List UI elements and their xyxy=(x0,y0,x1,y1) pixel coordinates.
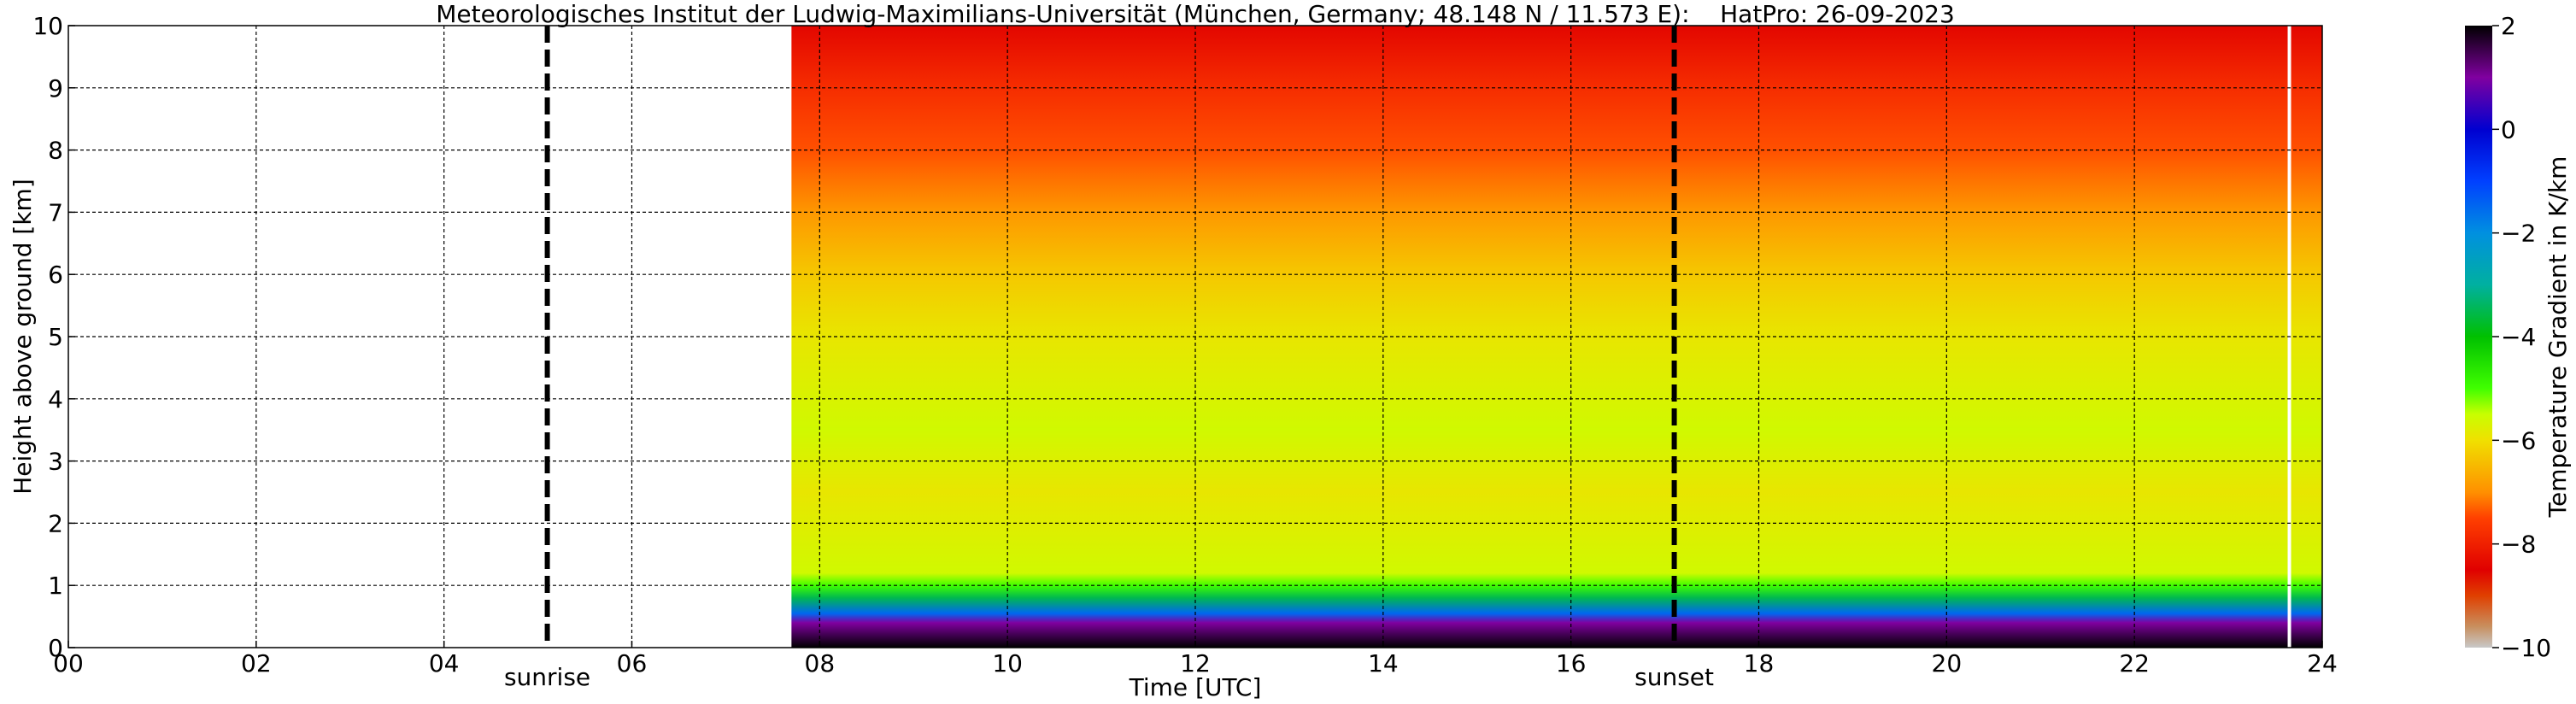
x-tick-label: 02 xyxy=(241,649,272,678)
marker-label-sunrise: sunrise xyxy=(504,663,590,691)
x-tick-label: 16 xyxy=(1556,649,1587,678)
x-axis-ticks: 00 02 04 06 08 10 12 14 16 18 20 22 24 xyxy=(53,641,2338,678)
x-tick-label: 22 xyxy=(2119,649,2150,678)
y-axis-ticks: 0 1 2 3 4 5 6 7 8 9 10 xyxy=(32,12,75,662)
grid-lines xyxy=(68,26,2322,648)
x-tick-label: 20 xyxy=(1932,649,1963,678)
x-tick-label: 10 xyxy=(992,649,1023,678)
chart-title: Meteorologisches Institut der Ludwig-Max… xyxy=(436,0,1955,28)
colorbar-tick-label: −4 xyxy=(2501,323,2536,351)
x-tick-label: 14 xyxy=(1368,649,1399,678)
colorbar-tick-label: −10 xyxy=(2501,634,2551,662)
colorbar-ticks: 2 0 −2 −4 −6 −8 −10 xyxy=(2492,12,2551,662)
x-tick-label: 04 xyxy=(429,649,460,678)
y-tick-label: 10 xyxy=(32,12,63,40)
x-tick-label: 12 xyxy=(1180,649,1211,678)
x-tick-label: 06 xyxy=(617,649,648,678)
x-tick-label: 18 xyxy=(1744,649,1775,678)
y-axis-label: Height above ground [km] xyxy=(9,179,37,495)
colorbar-tick-label: −8 xyxy=(2501,531,2536,559)
x-tick-label: 24 xyxy=(2307,649,2338,678)
x-tick-label: 08 xyxy=(805,649,836,678)
y-tick-label: 0 xyxy=(48,634,63,662)
colorbar-tick-label: −6 xyxy=(2501,426,2536,455)
y-tick-label: 8 xyxy=(48,137,63,165)
y-tick-label: 5 xyxy=(48,323,63,351)
x-tick-label: 00 xyxy=(53,649,84,678)
colorbar-tick-label: 0 xyxy=(2501,115,2516,144)
colorbar-tick-label: 2 xyxy=(2501,12,2516,40)
colorbar xyxy=(2465,26,2492,648)
y-tick-label: 7 xyxy=(48,198,63,226)
sun-markers: sunrise sunset xyxy=(504,26,1714,691)
colorbar-tick-label: −2 xyxy=(2501,220,2536,248)
y-tick-label: 2 xyxy=(48,509,63,537)
x-axis-label: Time [UTC] xyxy=(1129,673,1262,701)
y-tick-label: 3 xyxy=(48,448,63,476)
marker-label-sunset: sunset xyxy=(1634,663,1714,691)
y-tick-label: 1 xyxy=(48,572,63,600)
y-tick-label: 9 xyxy=(48,74,63,103)
y-tick-label: 6 xyxy=(48,261,63,289)
colorbar-label: Temperature Gradient in K/km xyxy=(2544,156,2572,519)
y-tick-label: 4 xyxy=(48,385,63,414)
